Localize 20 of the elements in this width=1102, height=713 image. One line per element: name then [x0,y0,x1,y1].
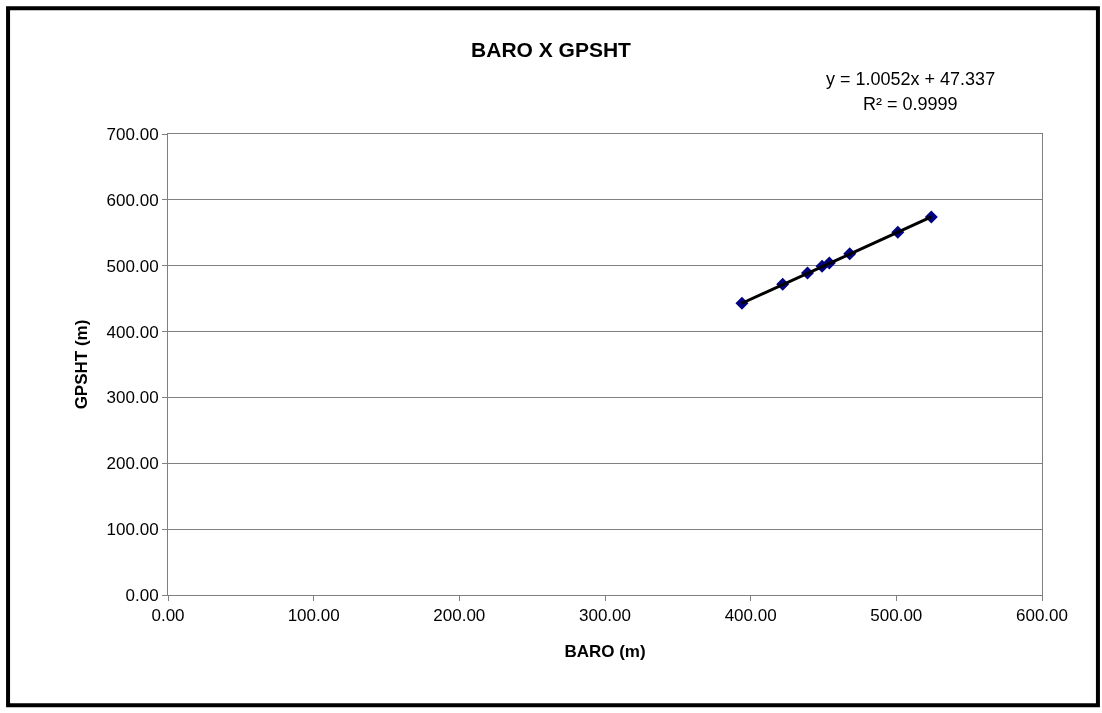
x-tick-label: 500.00 [870,606,923,626]
y-tick-label: 200.00 [106,454,159,474]
y-tick-label: 300.00 [106,388,159,408]
x-tick-label: 300.00 [579,606,631,626]
chart-title: BARO X GPSHT [471,38,632,62]
x-tick-label: 400.00 [724,606,777,626]
x-tick-label: 600.00 [1016,606,1068,626]
y-tick-label: 100.00 [106,520,159,540]
x-tick-label: 0.00 [151,606,185,626]
x-tick-label: 200.00 [433,606,486,626]
y-tick-label: 0.00 [125,585,159,605]
text: y = 1.0052x + 47.337 [826,69,996,89]
text: R² = 0.9999 [863,94,958,114]
x-axis-title: BARO (m) [564,641,646,661]
x-tick-label: 100.00 [287,606,340,626]
y-tick-label: 400.00 [106,322,159,342]
y-tick-label: 500.00 [106,256,159,276]
y-axis-title: GPSHT (m) [72,319,92,410]
y-tick-label: 700.00 [106,124,159,144]
y-tick-label: 600.00 [106,190,159,210]
